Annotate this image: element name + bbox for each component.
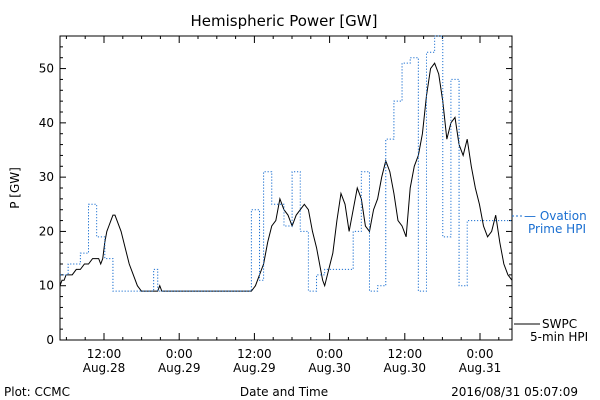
series-ovation-line bbox=[60, 35, 512, 292]
y-axis-label: P [GW] bbox=[8, 167, 22, 209]
x-axis-label: Date and Time bbox=[240, 385, 328, 399]
y-tick-label: 40 bbox=[39, 116, 54, 130]
x-tick-label-date: Aug.30 bbox=[308, 361, 351, 375]
x-tick-label-time: 0:00 bbox=[166, 347, 193, 361]
series-layer bbox=[59, 35, 513, 292]
y-ticks: 0 10 20 30 40 50 bbox=[39, 46, 512, 347]
x-tick-label-time: 0:00 bbox=[467, 347, 494, 361]
x-tick-label-date: Aug.30 bbox=[384, 361, 427, 375]
legend-swpc-line1: SWPC bbox=[542, 317, 577, 331]
legend-ovation-line2: Prime HPI bbox=[528, 222, 586, 236]
y-tick-label: 20 bbox=[39, 224, 54, 238]
plot-frame bbox=[59, 35, 513, 341]
x-ticks: 12:00Aug.280:00Aug.2912:00Aug.290:00Aug.… bbox=[65, 36, 502, 375]
x-tick-label-time: 12:00 bbox=[237, 347, 272, 361]
legend-ovation-line1: — Ovation bbox=[524, 209, 587, 223]
x-tick-label-date: Aug.31 bbox=[459, 361, 502, 375]
footer-timestamp: 2016/08/31 05:07:09 bbox=[451, 385, 578, 399]
y-tick-label: 0 bbox=[46, 333, 54, 347]
x-tick-label-time: 0:00 bbox=[316, 347, 343, 361]
x-tick-label-time: 12:00 bbox=[87, 347, 122, 361]
y-tick-label: 30 bbox=[39, 170, 54, 184]
legend: — Ovation Prime HPI SWPC 5-min HPI bbox=[512, 209, 588, 344]
series-swpc-line bbox=[59, 62, 513, 292]
chart-title: Hemispheric Power [GW] bbox=[191, 12, 378, 30]
x-tick-label-date: Aug.29 bbox=[233, 361, 276, 375]
x-tick-label-date: Aug.28 bbox=[83, 361, 126, 375]
x-tick-label-time: 12:00 bbox=[388, 347, 423, 361]
y-tick-label: 10 bbox=[39, 279, 54, 293]
legend-swpc-line2: 5-min HPI bbox=[530, 330, 588, 344]
y-tick-label: 50 bbox=[39, 62, 54, 76]
x-tick-label-date: Aug.29 bbox=[158, 361, 201, 375]
footer-plot-credit: Plot: CCMC bbox=[4, 385, 70, 399]
